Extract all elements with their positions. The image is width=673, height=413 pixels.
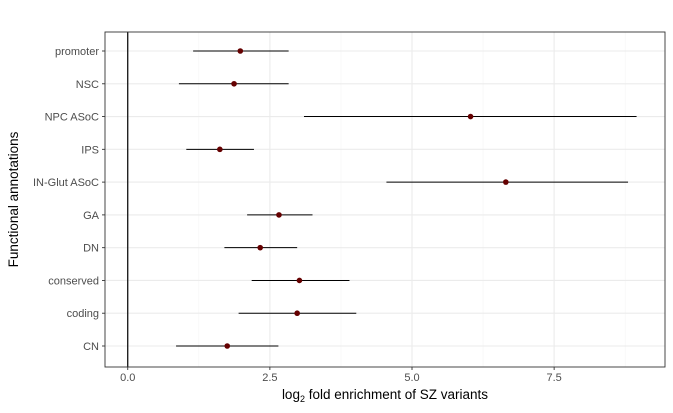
- y-tick-label: GA: [83, 210, 100, 222]
- y-axis-title: Functional annotations: [6, 131, 21, 267]
- y-tick-label: promoter: [55, 46, 99, 58]
- y-tick-label: conserved: [48, 275, 99, 287]
- y-tick-label: DN: [83, 243, 99, 255]
- x-axis-title: log2 fold enrichment of SZ variants: [282, 387, 488, 404]
- estimate-point: [503, 179, 509, 185]
- estimate-point: [276, 212, 282, 218]
- estimate-point: [224, 343, 231, 349]
- y-axis-ticks: promoter NSC NPC ASoC IPS IN-Glut ASoC GA DN co…: [33, 46, 105, 353]
- estimate-point: [296, 277, 303, 284]
- y-tick-label: NPC ASoC: [45, 112, 99, 124]
- x-tick-label: 0.0: [120, 372, 135, 384]
- y-tick-label: coding: [67, 308, 99, 320]
- estimate-point: [294, 310, 300, 317]
- y-tick-label: CN: [83, 341, 99, 353]
- y-tick-label: IPS: [81, 144, 99, 156]
- error-bars: [176, 50, 637, 347]
- x-axis-title-prefix: log: [282, 387, 300, 402]
- x-tick-label: 5.0: [404, 372, 419, 384]
- estimate-point: [217, 146, 223, 153]
- estimate-point: [257, 244, 264, 251]
- estimate-point: [237, 48, 244, 54]
- x-tick-label: 7.5: [546, 372, 561, 384]
- x-axis-title-suffix: fold enrichment of SZ variants: [305, 387, 488, 402]
- estimate-point: [231, 80, 237, 87]
- x-axis-ticks: 0.0 2.5 5.0 7.5: [120, 367, 562, 384]
- y-tick-label: NSC: [76, 79, 99, 91]
- estimate-points: [217, 48, 509, 349]
- grid-lines: [105, 32, 665, 367]
- estimate-point: [467, 113, 474, 120]
- panel-border: [104, 31, 666, 368]
- x-tick-label: 2.5: [262, 372, 277, 384]
- y-tick-label: IN-Glut ASoC: [33, 177, 99, 189]
- x-axis-title-subscript: 2: [300, 394, 305, 404]
